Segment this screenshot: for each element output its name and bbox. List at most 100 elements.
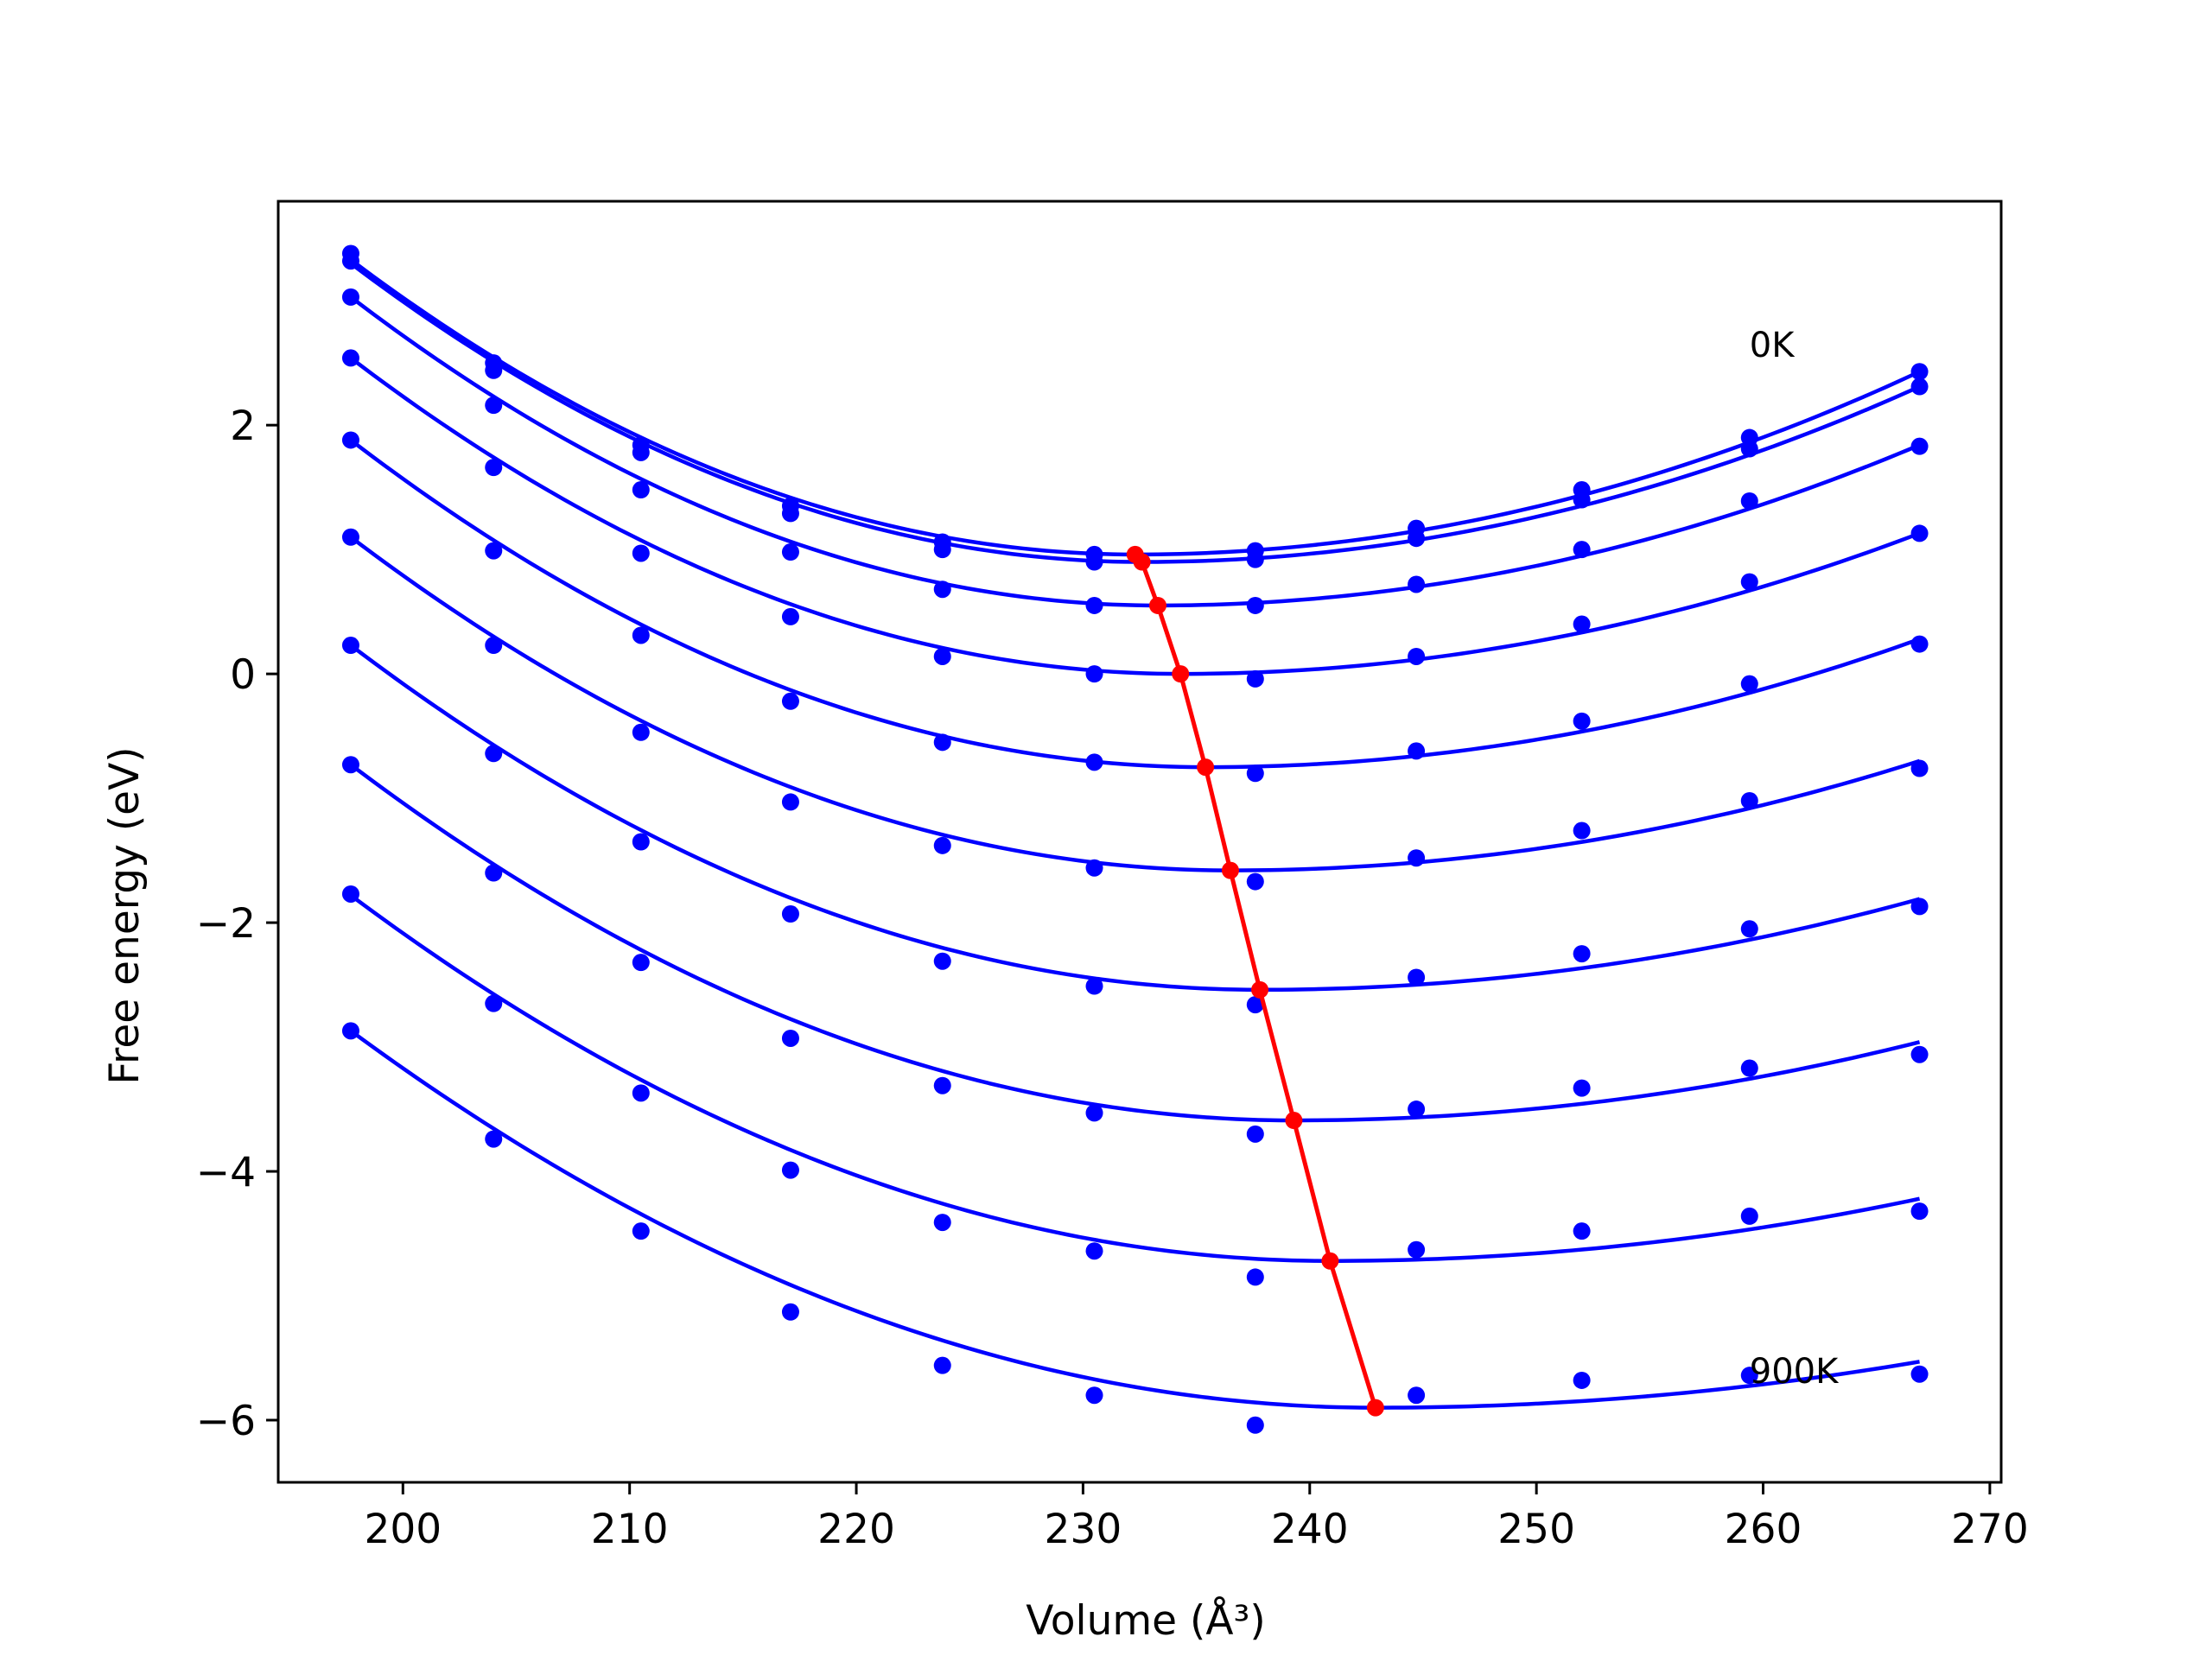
data-point-s5-7 [1246,764,1264,783]
data-point-s10-10 [1740,1367,1758,1385]
data-point-s8-7 [1246,1125,1264,1143]
x-tick-label-250: 250 [1497,1506,1575,1553]
data-point-s4-8 [1408,647,1426,665]
data-point-s10-1 [341,1022,359,1040]
data-point-s9-6 [1085,1242,1103,1260]
data-point-s9-2 [485,994,503,1012]
y-tick-label--6: −6 [196,1398,256,1445]
data-point-s2-3 [632,443,650,461]
data-point-s8-11 [1910,1045,1929,1063]
x-axis-label: Volume (Å³) [1026,1597,1265,1645]
x-tick-label-210: 210 [591,1506,669,1553]
data-point-s1-11 [1910,363,1929,381]
x-tick-label-230: 230 [1045,1506,1122,1553]
data-point-s5-2 [485,542,503,560]
x-tick-label-200: 200 [364,1506,442,1553]
data-point-s7-7 [1246,996,1264,1014]
data-point-s4-4 [781,607,799,625]
x-tick-label-240: 240 [1271,1506,1349,1553]
data-point-s2-5 [933,541,951,559]
minimum-point-7 [1251,980,1269,999]
x-tick-label-260: 260 [1725,1506,1802,1553]
data-points [341,244,1929,1434]
data-point-s3-1 [341,288,359,306]
data-point-s8-2 [485,864,503,882]
data-point-s6-8 [1408,849,1426,867]
data-point-s6-1 [341,528,359,546]
data-point-s4-11 [1910,524,1929,542]
data-point-s4-2 [485,459,503,477]
data-point-s3-4 [781,543,799,561]
data-point-s5-8 [1408,742,1426,760]
data-point-s9-9 [1573,1222,1591,1240]
data-point-s6-5 [933,836,951,854]
data-point-s3-5 [933,580,951,599]
minimum-point-9 [1321,1252,1339,1270]
data-point-s7-1 [341,637,359,655]
annotation-900k: 900K [1750,1352,1840,1392]
minimum-point-2 [1133,553,1151,571]
data-point-s4-9 [1573,615,1591,633]
x-tick-label-220: 220 [817,1506,895,1553]
data-point-s5-10 [1740,675,1758,693]
data-point-s6-7 [1246,872,1264,891]
fit-curve-9 [349,893,1921,1263]
data-point-s3-8 [1408,575,1426,593]
data-point-s7-2 [485,745,503,763]
data-point-s5-5 [933,733,951,752]
data-point-s6-3 [632,723,650,741]
annotations: 0K 900K [1750,326,1840,1392]
data-point-s7-11 [1910,898,1929,916]
data-point-s6-4 [781,793,799,811]
minima-line [1133,553,1378,1409]
data-point-s5-3 [632,626,650,644]
data-point-s3-2 [485,396,503,415]
data-point-s8-9 [1573,1079,1591,1097]
data-point-s4-5 [933,647,951,665]
y-tick-label-2: 2 [230,403,256,450]
data-point-s7-8 [1408,968,1426,986]
data-point-s3-9 [1573,541,1591,559]
data-point-s8-10 [1740,1059,1758,1077]
data-point-s3-11 [1910,437,1929,455]
x-tick-label-270: 270 [1951,1506,2029,1553]
data-point-s2-6 [1085,553,1103,571]
data-point-s9-11 [1910,1202,1929,1221]
data-point-s9-5 [933,1214,951,1232]
data-point-s3-7 [1246,596,1264,614]
data-point-s2-9 [1573,491,1591,509]
minimum-point-5 [1197,758,1215,777]
data-point-s8-1 [341,756,359,774]
data-point-s2-7 [1246,550,1264,568]
data-point-s10-11 [1910,1365,1929,1383]
data-point-s5-4 [781,692,799,710]
data-point-s2-10 [1740,440,1758,458]
data-point-s10-9 [1573,1371,1591,1389]
data-point-s4-7 [1246,669,1264,688]
data-point-s2-2 [485,361,503,379]
data-point-s2-8 [1408,530,1426,548]
y-tick-label--2: −2 [196,900,256,948]
fit-curve-3 [349,295,1921,608]
data-point-s3-10 [1740,492,1758,510]
minimum-point-3 [1148,596,1166,614]
data-point-s7-6 [1085,977,1103,995]
plot-frame [276,200,2003,1484]
y-tick-label--4: −4 [196,1149,256,1196]
fit-curve-5 [349,438,1921,770]
fit-curve-8 [349,763,1921,1123]
y-tick-label-0: 0 [230,651,256,699]
data-point-s7-10 [1740,920,1758,938]
data-point-s10-4 [781,1303,799,1321]
data-point-s2-1 [341,252,359,270]
data-point-s9-10 [1740,1207,1758,1225]
data-point-s6-6 [1085,859,1103,877]
minimum-point-4 [1172,665,1190,683]
minima-path [1126,545,1384,1417]
data-point-s8-8 [1408,1101,1426,1119]
data-point-s10-8 [1408,1386,1426,1405]
data-point-s8-3 [632,954,650,972]
data-point-s7-3 [632,833,650,851]
